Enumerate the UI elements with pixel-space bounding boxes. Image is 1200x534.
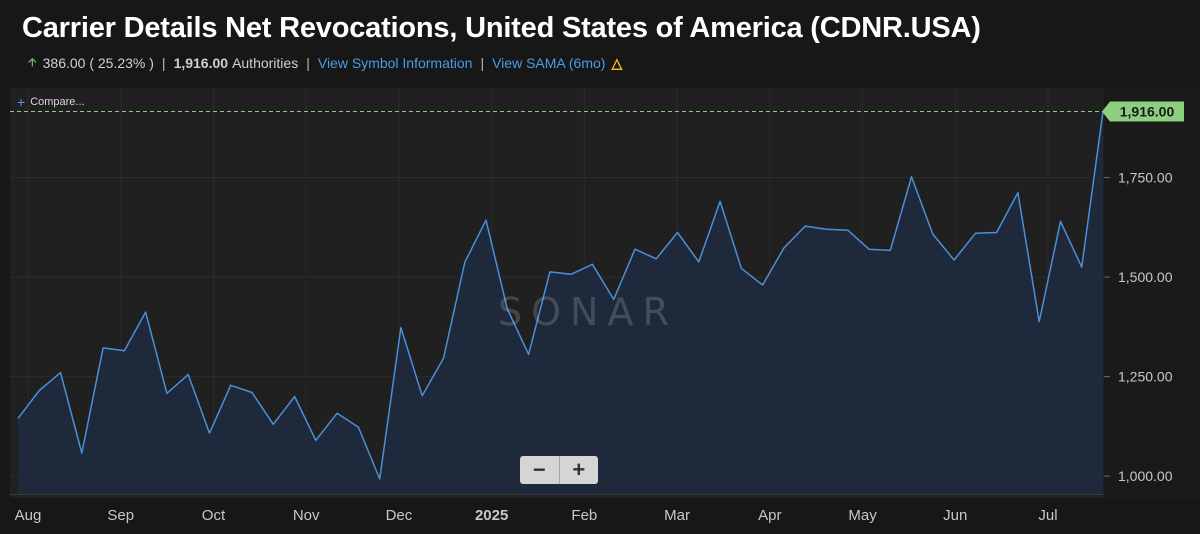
x-tick-label: May [848,507,877,524]
zoom-in-button[interactable]: + [572,457,586,482]
last-value-badge [1102,101,1184,122]
view-symbol-info-link[interactable]: View Symbol Information [317,55,473,71]
x-tick-label: Mar [664,507,690,524]
sama-chart-icon[interactable]: △ [611,54,623,71]
y-tick-label: 1,000.00 [1118,468,1173,484]
zoom-divider [558,456,560,484]
x-tick-label: Sep [107,507,134,524]
x-tick-label: 2025 [475,507,508,524]
x-tick-label: Oct [202,507,226,524]
current-value: 1,916.00 [173,55,229,71]
series-area [18,111,1103,494]
y-tick-label: 1,500.00 [1118,269,1173,285]
change-value: 386.00 ( 25.23% ) [42,55,154,71]
series-line [17,111,1104,480]
compare-label: Compare... [30,96,85,108]
zoom-controls: − + [520,456,598,484]
x-tick-label: Apr [758,507,781,524]
x-tick-label: Nov [293,507,320,524]
value-unit: Authorities [232,55,299,71]
plus-icon: + [17,93,26,110]
x-tick-label: Aug [15,507,42,524]
divider: | [306,55,310,71]
divider: | [161,55,166,71]
zoom-out-button[interactable]: − [532,457,546,482]
arrow-up-icon: 🡩 [28,54,37,69]
y-tick-label: 1,750.00 [1118,170,1173,186]
compare-button[interactable]: + Compare... [17,93,85,110]
chart-title: Carrier Details Net Revocations, United … [22,12,981,44]
y-axis-area [1104,88,1200,498]
divider: | [480,55,485,71]
summary-bar: 🡩 386.00 ( 25.23% ) | 1,916.00 Authoriti… [28,54,622,72]
x-tick-label: Jul [1038,507,1057,524]
x-tick-label: Feb [571,507,597,524]
x-tick-label: Jun [943,507,967,524]
x-tick-label: Dec [386,507,413,524]
y-tick-label: 1,250.00 [1118,369,1173,385]
view-sama-link[interactable]: View SAMA (6mo) [492,55,606,71]
sonar-watermark: SONAR [498,290,678,334]
last-value-label: 1,916.00 [1120,103,1175,119]
